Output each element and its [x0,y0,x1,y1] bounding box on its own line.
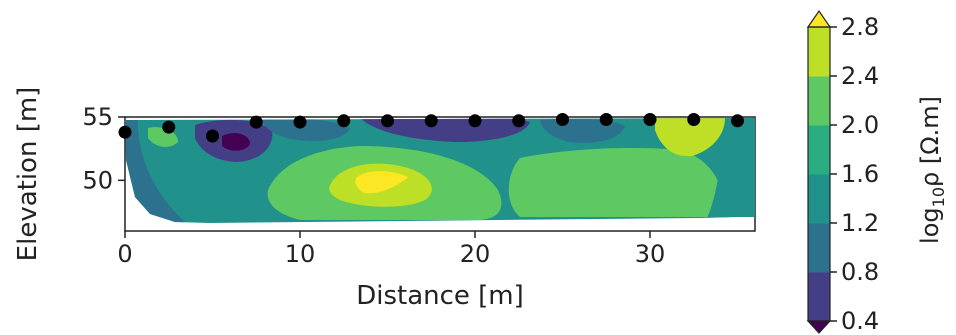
x-axis-label: Distance [m] [356,281,524,311]
colorbar-tick-label: 0.4 [841,307,879,335]
electrode-marker [424,114,438,128]
contour-section [125,118,755,223]
electrode-marker [468,114,482,128]
y-axis: 50 55 [82,103,125,194]
contour-right-body [508,147,723,217]
electrode-marker [206,129,219,143]
electrode-marker [337,114,351,128]
colorbar: 0.4 0.8 1.2 1.6 2.0 2.4 2.8 [806,9,879,335]
electrode-marker [687,113,701,127]
electrode-marker [731,114,744,128]
colorbar-band [808,174,830,224]
electrode-markers [118,113,744,143]
colorbar-label-prefix: log [916,207,944,244]
contour-right-edge-low [700,132,755,223]
colorbar-tick-label: 1.6 [841,160,879,188]
electrode-marker [643,113,657,127]
colorbar-band [808,125,830,175]
electrode-marker [249,115,263,129]
electrode-marker [293,115,307,129]
electrode-marker [512,114,526,128]
colorbar-band [808,223,830,273]
contour-shallow-low-11m [262,118,350,142]
colorbar-tick-label: 2.0 [841,111,879,139]
x-axis: 0 10 20 30 [117,231,665,268]
electrode-marker [599,113,613,127]
contour-shallow-low-20m [360,118,530,142]
colorbar-tick-label: 0.8 [841,258,879,286]
x-tick-label: 0 [117,240,132,268]
y-tick-label: 50 [82,166,113,194]
x-tick-label: 30 [635,240,666,268]
colorbar-label-suffix: ρ [Ω.m] [916,96,944,187]
electrode-marker [162,120,176,134]
x-tick-label: 20 [460,240,491,268]
colorbar-label: log10ρ [Ω.m] [916,96,948,244]
electrode-marker [381,114,394,128]
colorbar-tick-label: 1.2 [841,209,879,237]
colorbar-label-sub: 10 [929,187,948,207]
colorbar-band [808,272,830,322]
colorbar-band [808,76,830,126]
y-tick-label: 55 [82,103,113,131]
electrode-marker [556,113,569,127]
contour-shallow-low-6m-core [222,133,250,151]
contour-right-top-high [655,118,725,157]
y-axis-label: Elevation [m] [13,87,43,262]
electrode-marker [118,125,132,139]
colorbar-band [808,27,830,77]
colorbar-tick-label: 2.4 [841,62,879,90]
contour-central-body-peak [355,171,408,194]
colorbar-extend-min [806,320,832,334]
x-tick-label: 10 [285,240,316,268]
colorbar-tick-label: 2.8 [841,13,879,41]
colorbar-extend-max [806,9,832,28]
